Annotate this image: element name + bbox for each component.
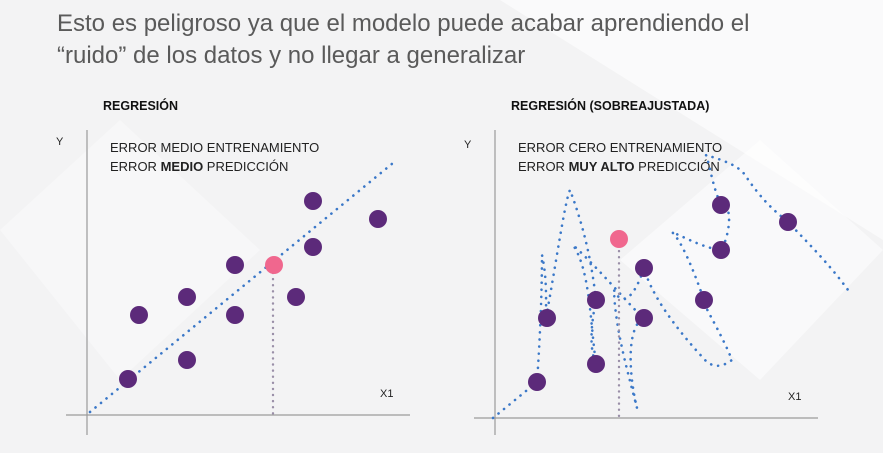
- right-data-point: [779, 213, 797, 231]
- right-data-point: [587, 355, 605, 373]
- left-panel-title: REGRESIÓN: [103, 99, 179, 113]
- left-plot: [66, 130, 410, 435]
- right-data-point: [712, 196, 730, 214]
- right-error-train: ERROR CERO ENTRENAMIENTO: [518, 140, 723, 155]
- left-prediction-point: [265, 256, 283, 274]
- left-data-point: [369, 210, 387, 228]
- left-error-train: ERROR MEDIO ENTRENAMIENTO: [110, 140, 320, 155]
- right-panel-title: REGRESIÓN (SOBREAJUSTADA): [511, 99, 710, 113]
- right-x-axis-label: X1: [788, 391, 802, 403]
- left-training-points: [119, 192, 387, 388]
- right-plot: [474, 130, 850, 435]
- left-data-point: [226, 306, 244, 324]
- right-y-axis-label: Y: [464, 139, 472, 151]
- right-data-point: [635, 259, 653, 277]
- left-data-point: [130, 306, 148, 324]
- left-error-text: ERROR MEDIO ENTRENAMIENTO ERROR MEDIO PR…: [110, 138, 319, 176]
- right-data-point: [587, 291, 605, 309]
- left-data-point: [304, 238, 322, 256]
- left-data-point: [119, 370, 137, 388]
- right-error-pred: ERROR MUY ALTO PREDICCIÓN: [518, 159, 720, 174]
- right-data-point: [695, 291, 713, 309]
- right-overfit-curve: [491, 153, 850, 420]
- right-training-points: [528, 196, 797, 391]
- right-data-point: [538, 309, 556, 327]
- headline-line-1: Esto es peligroso ya que el modelo puede…: [57, 10, 750, 37]
- left-data-point: [304, 192, 322, 210]
- right-data-point: [712, 241, 730, 259]
- right-data-point: [635, 309, 653, 327]
- left-data-point: [287, 288, 305, 306]
- right-prediction-point: [610, 230, 628, 248]
- left-data-point: [178, 288, 196, 306]
- left-y-axis-label: Y: [56, 136, 64, 148]
- right-data-point: [528, 373, 546, 391]
- headline: Esto es peligroso ya que el modelo puede…: [57, 8, 857, 72]
- left-regression-line: [88, 161, 395, 414]
- headline-line-2: “ruido” de los datos y no llegar a gener…: [57, 42, 526, 69]
- left-x-axis-label: X1: [380, 388, 394, 400]
- left-error-pred: ERROR MEDIO PREDICCIÓN: [110, 159, 289, 174]
- left-data-point: [226, 256, 244, 274]
- right-error-text: ERROR CERO ENTRENAMIENTO ERROR MUY ALTO …: [518, 138, 722, 176]
- left-data-point: [178, 351, 196, 369]
